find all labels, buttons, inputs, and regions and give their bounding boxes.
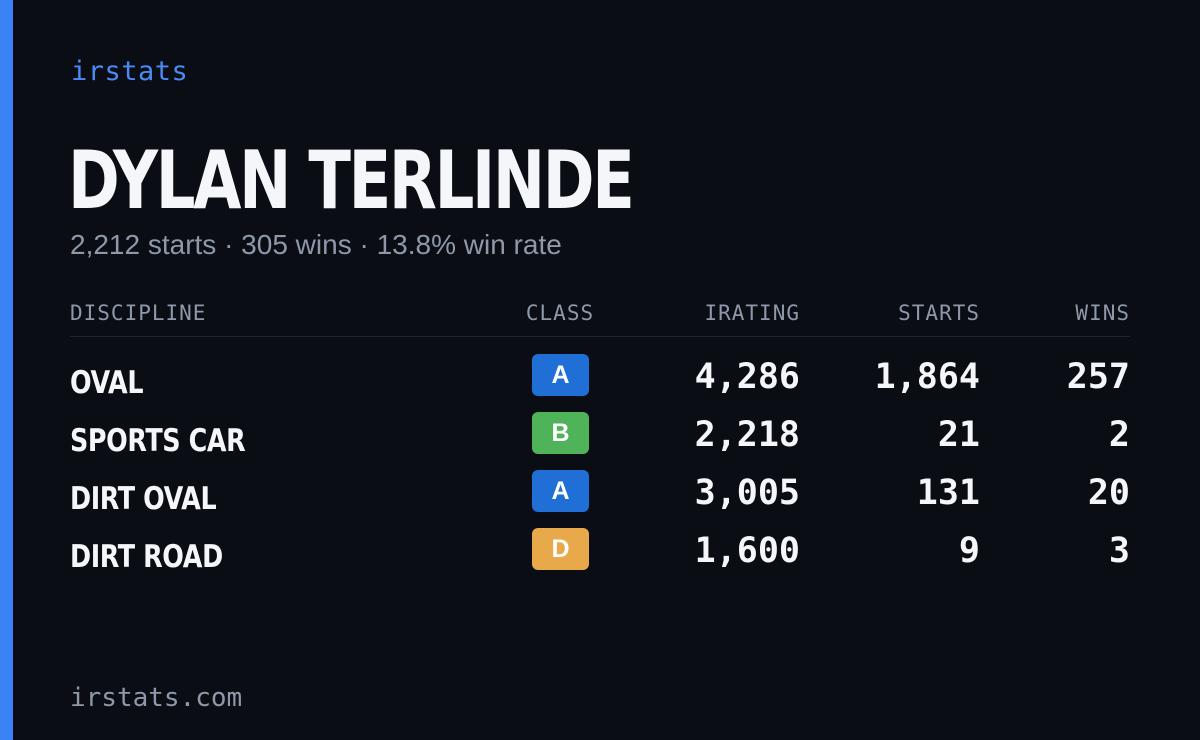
wins-value: 2 <box>1108 415 1130 455</box>
header-class: CLASS <box>525 301 595 325</box>
table-row: DIRT OVAL A 3,005 131 20 <box>70 466 1130 524</box>
driver-summary: 2,212 starts · 305 wins · 13.8% win rate <box>70 229 562 260</box>
discipline-name: DIRT OVAL <box>70 481 217 517</box>
discipline-name: SPORTS CAR <box>70 423 246 459</box>
starts-value: 21 <box>937 415 980 455</box>
starts-value: 9 <box>958 531 980 571</box>
starts-value: 131 <box>916 473 980 513</box>
footer-url: irstats.com <box>70 683 243 713</box>
class-badge: D <box>532 528 589 570</box>
table-row: SPORTS CAR B 2,218 21 2 <box>70 408 1130 466</box>
irating-value: 4,286 <box>694 357 800 397</box>
wins-value: 257 <box>1066 357 1130 397</box>
header-starts: STARTS <box>898 301 980 325</box>
header-irating: IRATING <box>704 301 800 325</box>
accent-bar <box>0 0 13 740</box>
wins-value: 20 <box>1087 473 1130 513</box>
header-wins: WINS <box>1075 301 1130 325</box>
driver-name: DYLAN TERLINDE <box>68 134 635 227</box>
brand-logo-text: irstats <box>71 56 189 87</box>
discipline-table: OVAL A 4,286 1,864 257 SPORTS CAR B 2,21… <box>70 350 1130 582</box>
table-row: OVAL A 4,286 1,864 257 <box>70 350 1130 408</box>
table-header: DISCIPLINE CLASS IRATING STARTS WINS <box>70 300 1130 337</box>
irating-value: 3,005 <box>694 473 800 513</box>
header-discipline: DISCIPLINE <box>70 301 207 325</box>
discipline-name: DIRT ROAD <box>70 539 223 575</box>
table-row: DIRT ROAD D 1,600 9 3 <box>70 524 1130 582</box>
starts-value: 1,864 <box>874 357 980 397</box>
irating-value: 2,218 <box>694 415 800 455</box>
class-badge: A <box>532 470 589 512</box>
wins-value: 3 <box>1108 531 1130 571</box>
class-badge: B <box>532 412 589 454</box>
irating-value: 1,600 <box>694 531 800 571</box>
discipline-name: OVAL <box>70 365 144 401</box>
class-badge: A <box>532 354 589 396</box>
